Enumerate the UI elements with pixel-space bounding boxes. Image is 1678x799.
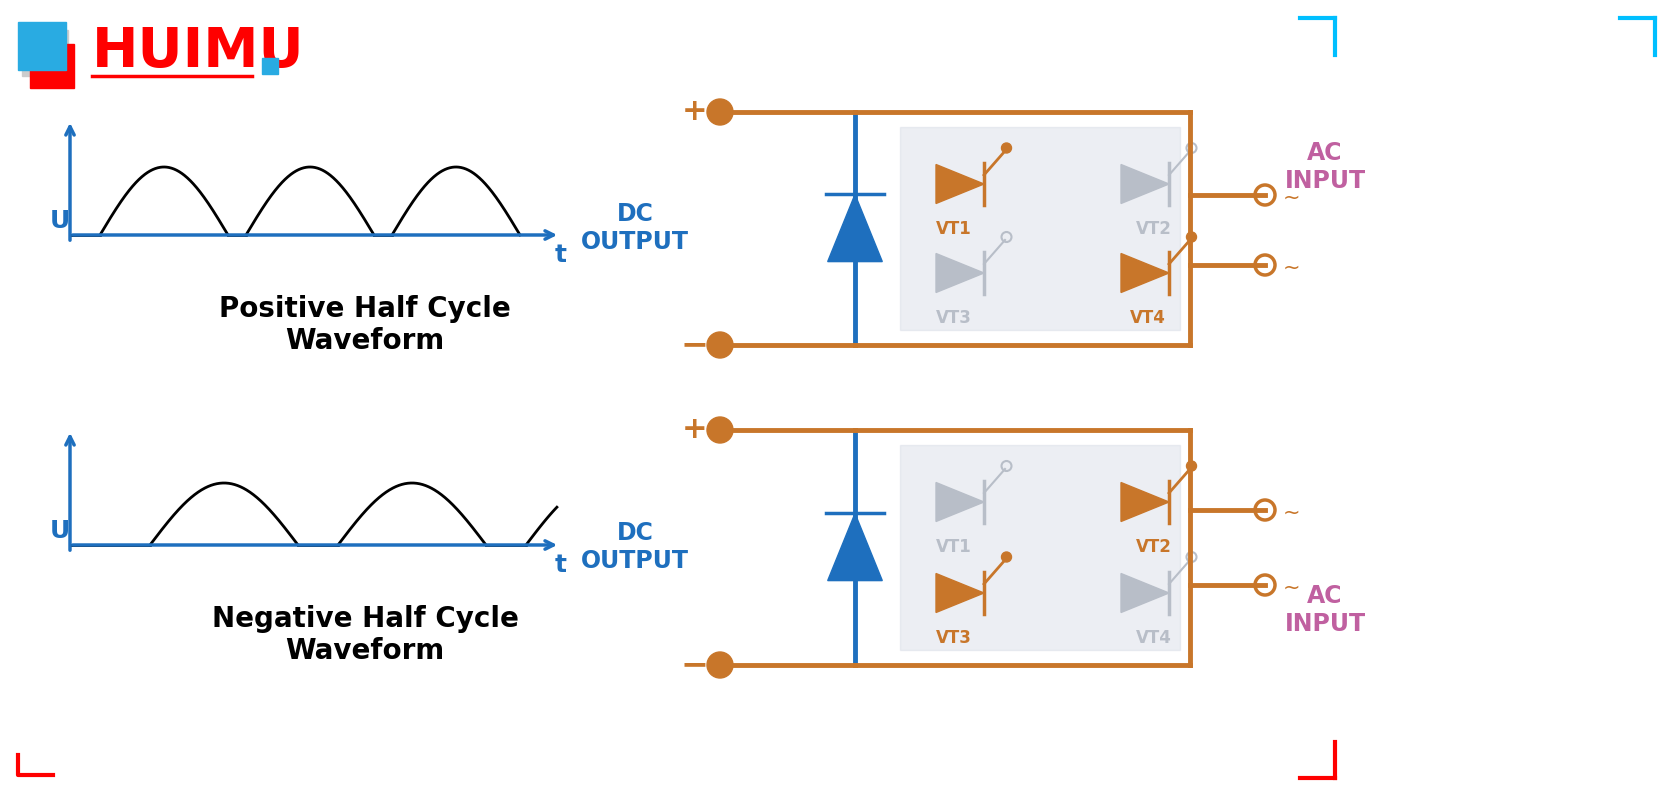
Text: VT4: VT4 bbox=[1136, 629, 1171, 647]
Text: U: U bbox=[50, 519, 70, 543]
Circle shape bbox=[706, 417, 733, 443]
Text: Positive Half Cycle
Waveform: Positive Half Cycle Waveform bbox=[220, 295, 510, 356]
Polygon shape bbox=[1121, 253, 1170, 292]
Circle shape bbox=[1002, 143, 1012, 153]
Text: DC
OUTPUT: DC OUTPUT bbox=[581, 202, 690, 254]
Text: t: t bbox=[555, 553, 567, 577]
Circle shape bbox=[706, 99, 733, 125]
Bar bbox=[18, 22, 65, 70]
Circle shape bbox=[706, 652, 733, 678]
Text: −: − bbox=[681, 649, 710, 682]
Bar bbox=[22, 30, 69, 76]
Text: VT1: VT1 bbox=[936, 538, 972, 556]
Bar bbox=[899, 127, 1180, 330]
Text: t: t bbox=[555, 243, 567, 267]
Text: VT4: VT4 bbox=[1129, 309, 1166, 327]
Text: VT2: VT2 bbox=[1136, 220, 1171, 238]
Text: ~: ~ bbox=[1284, 188, 1300, 208]
Polygon shape bbox=[936, 253, 983, 292]
Text: ~: ~ bbox=[1284, 503, 1300, 523]
Polygon shape bbox=[936, 165, 983, 204]
Polygon shape bbox=[1121, 483, 1170, 522]
Text: +: + bbox=[683, 415, 708, 444]
Text: VT1: VT1 bbox=[936, 220, 972, 238]
Bar bbox=[30, 44, 74, 88]
Text: HUIMU: HUIMU bbox=[92, 25, 305, 79]
Polygon shape bbox=[827, 514, 883, 581]
Text: AC
INPUT: AC INPUT bbox=[1284, 141, 1366, 193]
Text: AC
INPUT: AC INPUT bbox=[1284, 584, 1366, 636]
Text: VT2: VT2 bbox=[1136, 538, 1171, 556]
Circle shape bbox=[1186, 461, 1196, 471]
Polygon shape bbox=[1121, 165, 1170, 204]
Text: DC
OUTPUT: DC OUTPUT bbox=[581, 521, 690, 573]
Polygon shape bbox=[936, 574, 983, 613]
Polygon shape bbox=[1121, 574, 1170, 613]
Text: VT3: VT3 bbox=[936, 309, 972, 327]
Text: Negative Half Cycle
Waveform: Negative Half Cycle Waveform bbox=[211, 605, 519, 666]
Text: VT3: VT3 bbox=[936, 629, 972, 647]
Bar bbox=[899, 445, 1180, 650]
Text: ~: ~ bbox=[1284, 258, 1300, 278]
Text: ~: ~ bbox=[1284, 578, 1300, 598]
Circle shape bbox=[1186, 232, 1196, 242]
Polygon shape bbox=[827, 194, 883, 261]
Text: +: + bbox=[683, 97, 708, 126]
Text: U: U bbox=[50, 209, 70, 233]
Circle shape bbox=[706, 332, 733, 358]
Text: −: − bbox=[681, 328, 710, 361]
Polygon shape bbox=[936, 483, 983, 522]
Bar bbox=[262, 58, 279, 74]
Circle shape bbox=[1002, 552, 1012, 562]
